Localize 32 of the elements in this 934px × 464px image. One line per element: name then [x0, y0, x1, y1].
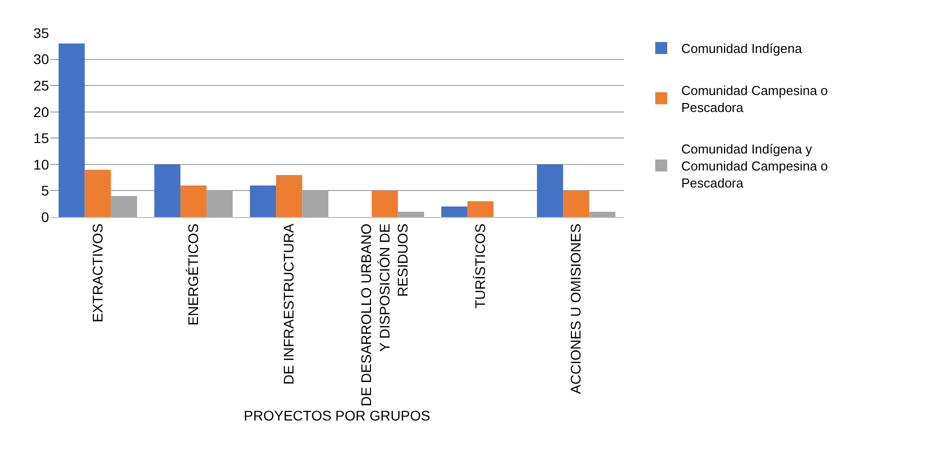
- x-tick-label: EXTRACTIVOS: [89, 224, 106, 322]
- bar: [467, 201, 494, 217]
- x-tick-label: ACCIONES U OMISIONES: [568, 224, 584, 394]
- x-tick-label: TURÍSTICOS: [472, 224, 488, 308]
- bar: [250, 185, 276, 217]
- bar: [154, 164, 180, 217]
- bar: [84, 170, 111, 217]
- x-tick-label: ENERGÉTICOS: [185, 224, 202, 326]
- bar: [589, 212, 616, 217]
- bar: [398, 212, 424, 217]
- y-tick-label: 35: [33, 24, 50, 41]
- bar: [276, 174, 302, 217]
- legend-label: Comunidad Indígena y Comunidad Campesina o Pescadora: [681, 142, 828, 191]
- y-tick-label: 20: [33, 104, 50, 120]
- bar: [372, 190, 398, 217]
- y-tick-label: 25: [33, 77, 50, 94]
- x-axis-title: PROYECTOS POR GRUPOS: [244, 408, 430, 424]
- bar: [180, 185, 207, 217]
- x-tick-label: DE INFRAESTRUCTURA: [280, 222, 297, 385]
- x-tick-label: DE DESARROLLO URBANO Y DISPOSICIÓN DE RESIDUOS: [358, 223, 411, 406]
- bar: [441, 206, 468, 217]
- bar: [58, 44, 85, 217]
- bar: [110, 196, 138, 217]
- y-tick-label: 0: [41, 208, 50, 225]
- y-tick-label: 15: [33, 130, 50, 146]
- y-tick-label: 5: [41, 182, 50, 199]
- legend-label: Comunidad Campesina o Pescadora: [681, 82, 828, 115]
- y-tick-label: 10: [33, 156, 50, 172]
- bar: [536, 164, 564, 217]
- bar: [563, 190, 590, 217]
- y-tick-label: 30: [33, 51, 50, 68]
- legend-label: Comunidad Indígena: [681, 41, 803, 56]
